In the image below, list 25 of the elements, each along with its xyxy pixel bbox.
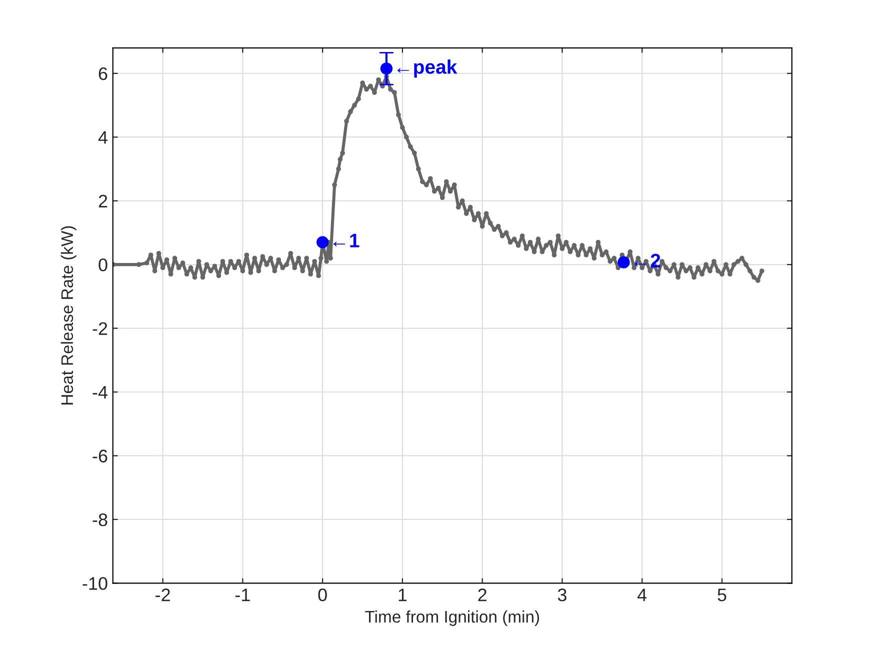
x-tick-label: 3 (558, 588, 566, 602)
y-axis-title: Heat Release Rate (kW) (60, 226, 76, 404)
y-tick-label: -6 (92, 450, 108, 462)
y-tick-label: 2 (98, 194, 108, 208)
x-tick-label: 4 (637, 588, 647, 602)
x-tick-label: 2 (478, 588, 486, 602)
annotation: ←1 (333, 234, 360, 248)
x-tick-label: -1 (235, 588, 250, 602)
y-tick-label: -8 (92, 513, 108, 526)
x-axis-title: Time from Ignition (min) (365, 610, 540, 626)
point (316, 236, 329, 248)
annotation: ←2 (634, 254, 660, 268)
point (380, 62, 393, 75)
x-tick-label: 5 (718, 588, 726, 602)
y-tick-label: 0 (98, 258, 108, 272)
y-tick-label: -10 (82, 577, 108, 590)
y-tick-label: 6 (98, 67, 108, 80)
annotation: ←peak (397, 60, 458, 78)
y-tick-label: 4 (98, 131, 108, 144)
x-tick-label: 1 (398, 588, 407, 602)
x-tick-label: 0 (318, 588, 327, 602)
point (618, 256, 630, 268)
x-tick-label: -2 (156, 588, 170, 602)
y-tick-label: -4 (92, 386, 108, 399)
y-tick-label: -2 (92, 322, 108, 335)
